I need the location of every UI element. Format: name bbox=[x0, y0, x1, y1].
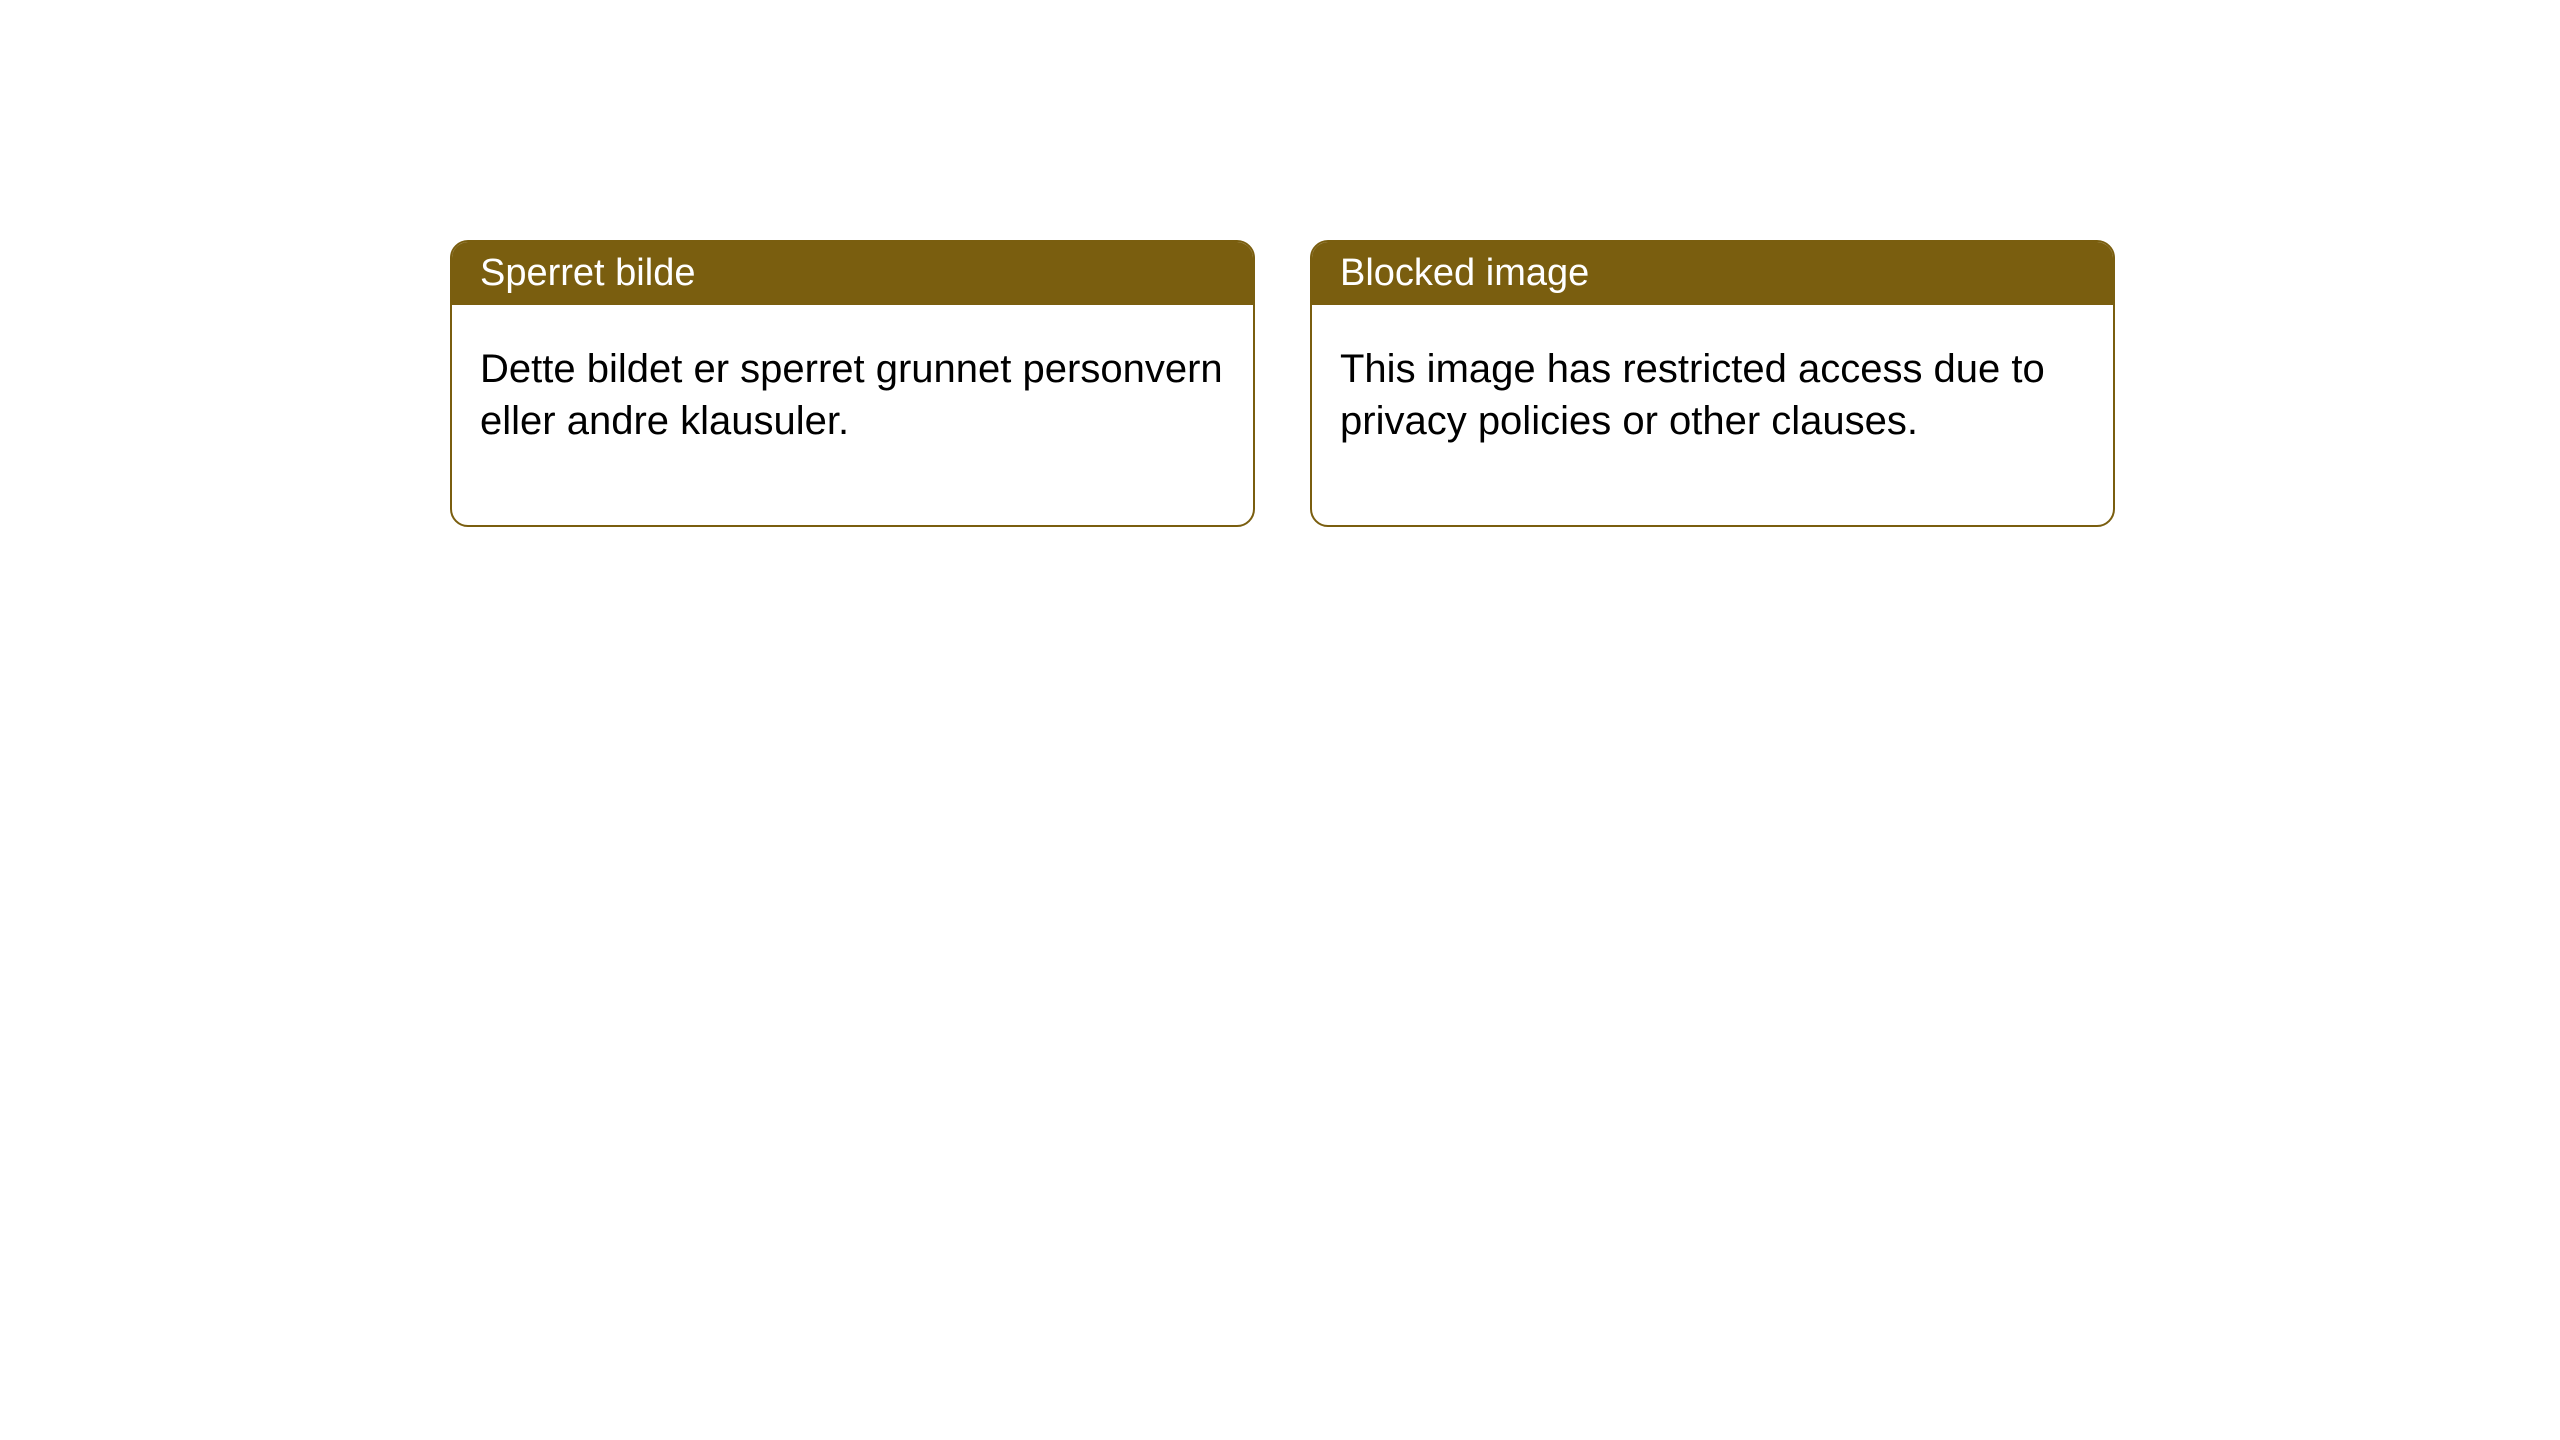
notice-header: Blocked image bbox=[1312, 242, 2113, 305]
notice-container: Sperret bilde Dette bildet er sperret gr… bbox=[0, 0, 2560, 527]
notice-card-norwegian: Sperret bilde Dette bildet er sperret gr… bbox=[450, 240, 1255, 527]
notice-card-english: Blocked image This image has restricted … bbox=[1310, 240, 2115, 527]
notice-header: Sperret bilde bbox=[452, 242, 1253, 305]
notice-body: This image has restricted access due to … bbox=[1312, 305, 2113, 525]
notice-body: Dette bildet er sperret grunnet personve… bbox=[452, 305, 1253, 525]
